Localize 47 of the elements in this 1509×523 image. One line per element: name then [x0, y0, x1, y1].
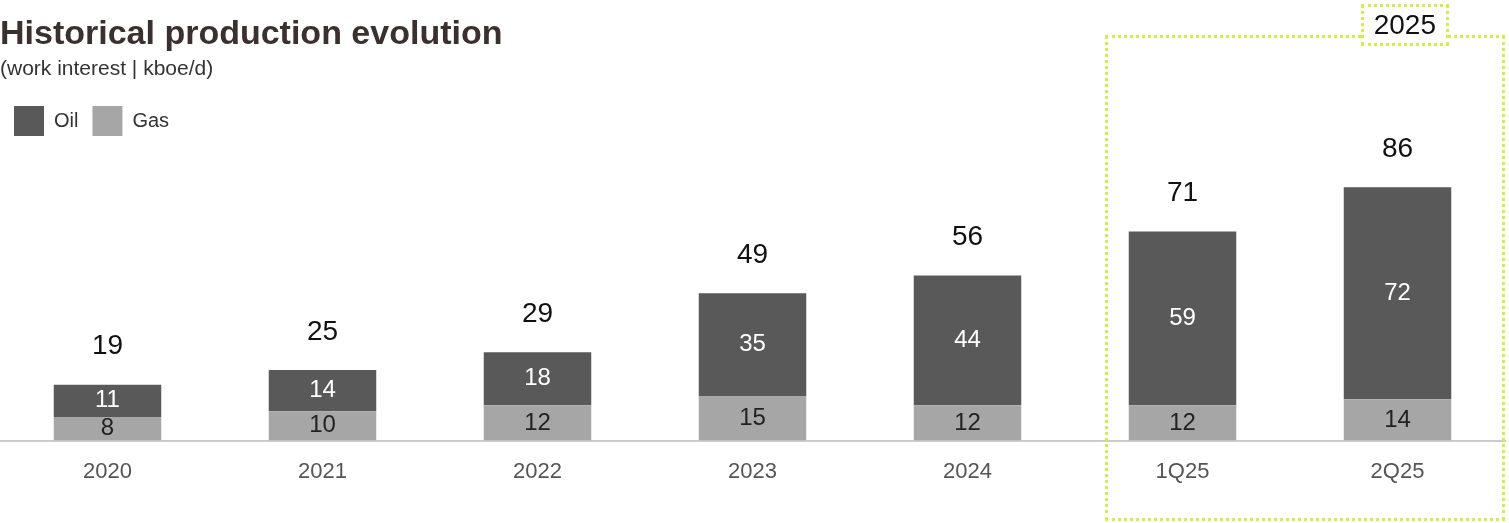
x-tick-label: 2021: [298, 457, 347, 483]
x-tick-label: 2Q25: [1370, 457, 1425, 483]
total-label: 25: [306, 314, 339, 346]
text: 2025: [1360, 4, 1449, 46]
x-tick-label: 2024: [943, 457, 992, 483]
bar: [913, 275, 1022, 406]
data-label: 15: [739, 403, 766, 431]
bar: [1343, 399, 1452, 441]
bar: [698, 293, 807, 397]
total-label: 29: [521, 296, 554, 328]
bar: [1343, 187, 1452, 400]
total-label: 71: [1166, 176, 1199, 208]
x-tick-label: 2022: [513, 457, 562, 483]
bar: [1128, 405, 1237, 441]
x-tick-label: 2023: [728, 457, 777, 483]
data-label: 14: [1384, 404, 1411, 432]
bar: [698, 396, 807, 441]
data-label: 18: [524, 363, 551, 391]
bar: [913, 405, 1022, 441]
legend-label: Oil: [54, 108, 79, 131]
data-label: 44: [954, 325, 981, 353]
bar: [1128, 231, 1237, 406]
data-label: 11: [95, 385, 120, 413]
bar: [483, 352, 592, 406]
data-label: 14: [309, 375, 336, 403]
chart-subtitle: (work interest | kboe/d): [0, 56, 214, 80]
x-tick-label: 2020: [83, 457, 132, 483]
bar: [53, 384, 162, 418]
bar: [268, 369, 377, 412]
chart-title: Historical production evolution: [0, 12, 503, 51]
data-label: 12: [524, 407, 551, 435]
legend-label: Gas: [132, 108, 170, 131]
data-label: 35: [739, 329, 766, 357]
bar: [53, 417, 162, 441]
data-label: 8: [100, 413, 115, 441]
data-label: 12: [954, 407, 981, 435]
bar: [483, 405, 592, 441]
total-label: 49: [736, 238, 769, 270]
data-label: 59: [1169, 302, 1196, 330]
total-label: 86: [1381, 131, 1414, 163]
bar: [268, 411, 377, 441]
x-tick-label: 1Q25: [1155, 457, 1210, 483]
total-label: 19: [91, 329, 124, 361]
data-label: 12: [1169, 407, 1196, 435]
data-label: 10: [309, 410, 336, 438]
total-label: 56: [951, 220, 984, 252]
data-label: 72: [1384, 277, 1411, 305]
